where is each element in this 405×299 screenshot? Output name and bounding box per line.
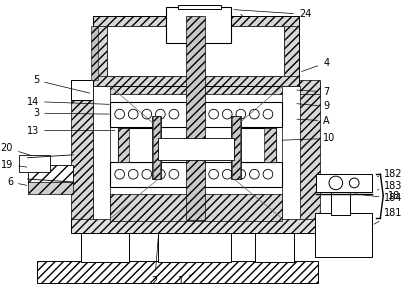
Bar [90, 26, 98, 80]
Text: 184: 184 [354, 193, 402, 203]
Bar [71, 82, 92, 219]
Text: A: A [296, 116, 329, 126]
Bar [107, 26, 284, 76]
Bar [315, 213, 371, 257]
Text: 7: 7 [296, 87, 328, 97]
Bar [214, 196, 224, 205]
Bar [110, 162, 187, 187]
Bar [110, 193, 281, 221]
Bar [298, 82, 320, 219]
Text: 13: 13 [27, 126, 115, 136]
Bar [315, 174, 371, 192]
Bar [92, 86, 110, 219]
Bar [71, 80, 320, 94]
Bar [237, 128, 275, 162]
Text: 9: 9 [296, 101, 328, 111]
Text: 18: 18 [387, 190, 399, 201]
Text: 5: 5 [33, 75, 90, 93]
Bar [19, 155, 50, 172]
Bar [158, 138, 233, 160]
Bar [92, 16, 298, 26]
Bar [263, 128, 275, 162]
Bar [203, 162, 281, 187]
Text: 20: 20 [1, 143, 30, 155]
Bar [166, 7, 230, 43]
Bar [81, 231, 129, 263]
Bar [177, 4, 221, 10]
Bar [232, 116, 239, 179]
Bar [158, 231, 230, 263]
Text: 10: 10 [281, 133, 335, 143]
Text: 183: 183 [376, 181, 402, 191]
Bar [255, 231, 293, 263]
Bar [28, 164, 73, 184]
Text: 6: 6 [7, 177, 27, 187]
Bar [71, 218, 318, 233]
Bar [92, 19, 107, 81]
Bar [28, 182, 73, 193]
Bar [151, 116, 161, 179]
Text: 2: 2 [151, 238, 158, 286]
Bar [152, 116, 160, 179]
Bar [117, 128, 156, 162]
Bar [185, 16, 205, 220]
Bar [37, 261, 318, 283]
Text: 4: 4 [301, 58, 328, 71]
Bar [203, 102, 281, 127]
Bar [92, 76, 298, 86]
Text: 14: 14 [27, 97, 109, 106]
Text: 182: 182 [376, 169, 402, 179]
Bar [117, 128, 129, 162]
Text: 1: 1 [177, 273, 194, 286]
Text: 181: 181 [373, 208, 402, 224]
Text: 24: 24 [233, 9, 311, 19]
Bar [168, 196, 177, 205]
Text: 19: 19 [1, 160, 27, 170]
Text: 3: 3 [33, 108, 109, 118]
Bar [110, 102, 187, 127]
Bar [230, 116, 240, 179]
Bar [284, 19, 298, 81]
Bar [330, 174, 350, 215]
Bar [282, 86, 299, 219]
Bar [71, 80, 92, 100]
